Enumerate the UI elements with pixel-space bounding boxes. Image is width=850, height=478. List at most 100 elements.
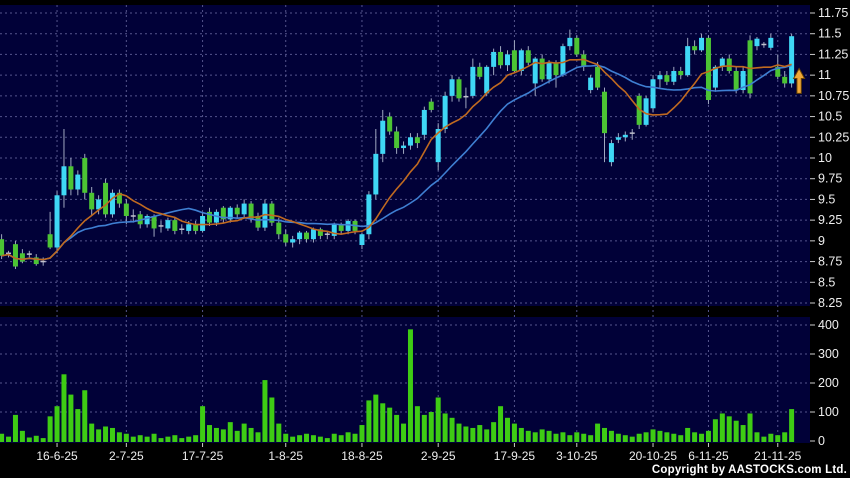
price-axis-label: 10.75: [818, 89, 849, 103]
up-candle: [650, 79, 656, 109]
up-candle: [754, 38, 760, 47]
volume-bar: [123, 433, 129, 442]
volume-bar: [588, 435, 594, 442]
up-candle: [643, 98, 649, 125]
volume-bar: [33, 435, 39, 442]
volume-bar: [435, 397, 441, 442]
down-candle: [705, 37, 711, 100]
up-candle: [740, 71, 746, 91]
up-candle: [61, 166, 67, 196]
price-axis-label: 10: [818, 151, 832, 165]
volume-bar: [761, 436, 767, 442]
date-axis-label: 16-6-25: [36, 449, 78, 463]
volume-bar: [165, 436, 171, 442]
volume-bar: [40, 438, 46, 442]
candle-bodies: [0, 36, 795, 267]
down-candle: [782, 76, 788, 84]
volume-bar: [615, 433, 621, 442]
down-candle: [775, 66, 781, 77]
up-candle: [213, 211, 219, 223]
volume-bar: [373, 394, 379, 442]
ma-long-line: [1, 64, 792, 261]
down-candle: [726, 58, 732, 71]
volume-bar: [463, 426, 469, 442]
up-candle: [671, 71, 677, 82]
down-candle: [103, 182, 109, 215]
volume-bar: [380, 403, 386, 442]
volume-bar: [602, 427, 608, 442]
volume-bar: [290, 436, 296, 442]
volume-bar: [553, 433, 559, 442]
volume-bar: [657, 430, 663, 442]
up-candle: [366, 194, 372, 235]
up-candle: [712, 66, 718, 88]
volume-bar: [428, 412, 434, 442]
up-candle: [449, 79, 455, 96]
volume-bar: [248, 427, 254, 442]
volume-panel[interactable]: [0, 317, 810, 443]
up-candle: [290, 239, 296, 243]
price-axis-label: 9.5: [818, 192, 835, 206]
up-candle: [546, 62, 552, 80]
down-candle: [47, 234, 53, 248]
volume-bar: [297, 435, 303, 442]
volume-bar: [324, 438, 330, 442]
date-axis-label: 6-11-25: [688, 449, 729, 463]
up-candle: [719, 58, 725, 67]
date-axis-label: 17-7-25: [182, 449, 224, 463]
down-candle: [255, 216, 261, 228]
down-candle: [338, 224, 344, 231]
volume-bar: [449, 417, 455, 442]
price-axis-label: 11.5: [818, 27, 841, 41]
volume-bar: [664, 432, 670, 442]
up-candle: [608, 143, 614, 163]
volume-bar: [498, 406, 504, 442]
up-candle: [241, 203, 247, 215]
volume-bar: [255, 432, 261, 442]
down-candle: [498, 51, 504, 66]
down-candle: [317, 229, 323, 236]
down-candle: [477, 66, 483, 77]
down-candle: [636, 95, 642, 125]
volume-axis-labels: 400 300 200 100 0: [810, 318, 839, 448]
volume-bar: [401, 423, 407, 442]
price-axis-label: 8.25: [818, 296, 842, 310]
volume-bar: [19, 430, 25, 442]
up-candle: [331, 224, 337, 236]
volume-bar: [622, 435, 628, 442]
up-candle: [54, 195, 60, 248]
volume-bar: [477, 425, 483, 442]
volume-bar: [733, 420, 739, 442]
volume-bar: [712, 419, 718, 442]
volume-bar: [705, 430, 711, 442]
up-candle: [789, 36, 795, 84]
up-candle: [518, 50, 524, 71]
price-panel[interactable]: [0, 5, 810, 306]
down-candle: [414, 137, 420, 144]
price-axis-label: 8.5: [818, 275, 835, 289]
down-candle: [68, 166, 74, 190]
volume-bar: [103, 426, 109, 442]
date-axis-label: 20-10-25: [629, 449, 677, 463]
date-axis-label: 2-9-25: [421, 449, 456, 463]
price-axis-label: 11.75: [818, 6, 848, 20]
buy-signal-arrow-icon: [792, 67, 806, 94]
ma-short-line: [1, 58, 792, 261]
volume-axis-label: 200: [818, 376, 839, 390]
date-axis-label: 3-10-25: [556, 449, 598, 463]
up-candle: [504, 54, 510, 66]
volume-bar: [608, 430, 614, 442]
down-candle: [19, 253, 25, 262]
date-axis-label: 1-8-25: [268, 449, 303, 463]
copyright-text: Copyright by AASTOCKS.com Ltd.: [651, 464, 847, 476]
price-axis-label: 9.75: [818, 172, 842, 186]
volume-bar: [317, 436, 323, 442]
volume-bar: [719, 413, 725, 442]
volume-bar: [269, 397, 275, 442]
down-candle: [553, 62, 559, 76]
volume-bar: [262, 380, 268, 442]
volume-bar: [75, 409, 81, 442]
down-candle: [428, 101, 434, 110]
volume-bar: [130, 436, 136, 442]
